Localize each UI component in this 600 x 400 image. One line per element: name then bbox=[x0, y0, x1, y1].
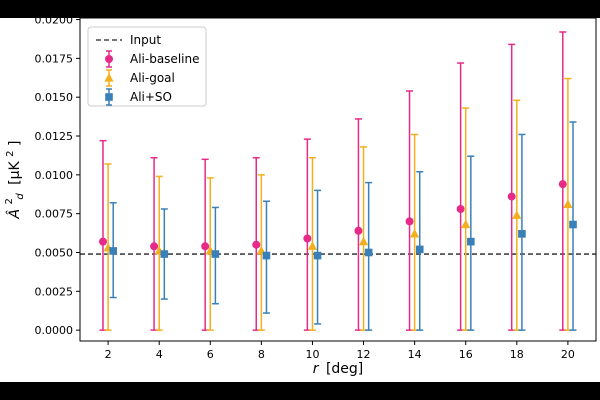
y-tick-label: 0.0025 bbox=[35, 285, 74, 298]
data-point bbox=[563, 199, 573, 208]
x-tick-label: 8 bbox=[258, 348, 265, 361]
legend-box bbox=[87, 26, 207, 107]
data-point bbox=[150, 242, 159, 251]
y-tick-label: 0.0000 bbox=[35, 324, 74, 337]
data-point bbox=[410, 228, 420, 238]
data-point bbox=[569, 220, 577, 229]
data-point bbox=[354, 226, 363, 235]
data-point bbox=[415, 245, 424, 254]
data-point bbox=[307, 241, 318, 250]
data-point bbox=[461, 219, 471, 229]
x-tick-label: 6 bbox=[207, 348, 214, 361]
data-point bbox=[456, 205, 465, 214]
data-point bbox=[512, 210, 522, 219]
data-point bbox=[109, 247, 118, 255]
data-point bbox=[252, 240, 261, 249]
legend-label-input: Input bbox=[130, 33, 161, 47]
legend-marker bbox=[105, 93, 113, 101]
legend: Input Ali-baseline Ali-goal Ali+SO bbox=[87, 26, 207, 107]
plot-frame bbox=[79, 17, 597, 342]
series-ali-baseline bbox=[98, 31, 567, 331]
data-point bbox=[98, 237, 107, 246]
x-tick-label: 18 bbox=[510, 348, 524, 361]
x-tick-label: 4 bbox=[156, 348, 163, 361]
data-point bbox=[262, 251, 271, 260]
data-point bbox=[211, 250, 220, 258]
series-ali-so bbox=[109, 121, 577, 331]
y-tick-label: 0.0150 bbox=[35, 91, 74, 104]
y-tick-label: 0.0075 bbox=[35, 208, 74, 221]
legend-label: Ali-baseline bbox=[130, 52, 199, 66]
ticks-layer: 2 4 6 8 10 12 14 16 18 20 0.0000 0.0025 0.0050 0.0075… bbox=[35, 14, 575, 361]
series-layer bbox=[98, 31, 577, 331]
data-point bbox=[507, 192, 516, 201]
chart-svg: 2 4 6 8 10 12 14 16 18 20 0.0000 0.0025 0.0050 0.0075… bbox=[0, 14, 597, 377]
data-point bbox=[313, 251, 322, 260]
x-tick-label: 12 bbox=[357, 348, 371, 361]
y-tick-label: 0.0125 bbox=[35, 130, 74, 143]
x-tick-label: 2 bbox=[105, 348, 112, 361]
y-tick-label: 0.0050 bbox=[35, 246, 74, 259]
legend-marker bbox=[105, 55, 113, 63]
data-point bbox=[518, 230, 526, 238]
y-axis-label: Â 2 d [μK 2 ] bbox=[0, 141, 27, 220]
legend-label: Ali-goal bbox=[130, 71, 175, 85]
y-tick-label: 0.0175 bbox=[35, 52, 74, 65]
y-tick-label: 0.0200 bbox=[35, 18, 74, 27]
data-point bbox=[358, 236, 369, 246]
y-tick-label: 0.0100 bbox=[35, 169, 74, 182]
legend-marker bbox=[104, 73, 114, 82]
chart-figure: 2 4 6 8 10 12 14 16 18 20 0.0000 0.0025 0.0050 0.0075… bbox=[0, 14, 600, 382]
x-tick-label: 10 bbox=[305, 348, 319, 361]
data-point bbox=[364, 248, 373, 257]
x-tick-label: 14 bbox=[408, 348, 422, 361]
data-point bbox=[201, 242, 210, 251]
x-axis-label: r [deg] bbox=[313, 361, 364, 377]
data-point bbox=[467, 237, 475, 246]
x-tick-label: 20 bbox=[561, 348, 575, 361]
data-point bbox=[558, 180, 567, 189]
data-point bbox=[303, 234, 312, 243]
legend-label: Ali+SO bbox=[130, 90, 172, 104]
x-tick-label: 16 bbox=[459, 348, 473, 361]
data-point bbox=[405, 217, 414, 226]
series-ali-goal bbox=[103, 77, 573, 331]
data-point bbox=[160, 250, 169, 258]
